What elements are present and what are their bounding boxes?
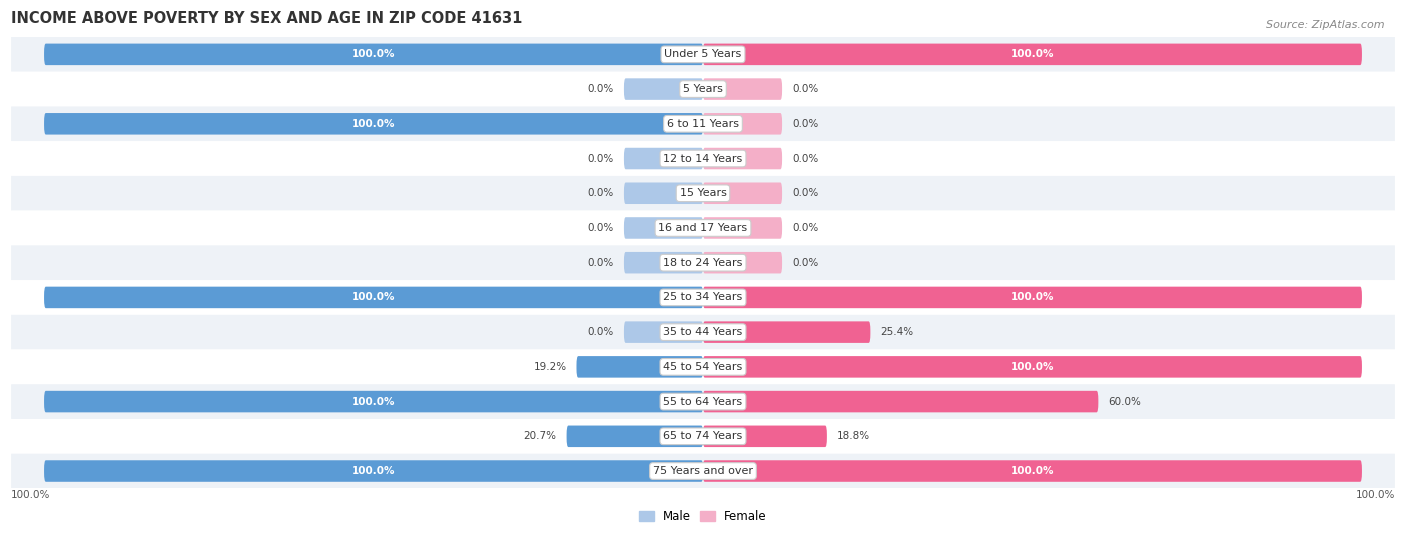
Text: 18.8%: 18.8% bbox=[837, 432, 870, 441]
FancyBboxPatch shape bbox=[703, 287, 1362, 308]
FancyBboxPatch shape bbox=[703, 460, 1362, 482]
Text: 100.0%: 100.0% bbox=[352, 119, 395, 129]
FancyBboxPatch shape bbox=[703, 113, 782, 135]
Text: 55 to 64 Years: 55 to 64 Years bbox=[664, 396, 742, 406]
FancyBboxPatch shape bbox=[44, 113, 703, 135]
Text: 100.0%: 100.0% bbox=[352, 396, 395, 406]
Text: 100.0%: 100.0% bbox=[352, 49, 395, 59]
Text: 15 Years: 15 Years bbox=[679, 188, 727, 198]
Text: Source: ZipAtlas.com: Source: ZipAtlas.com bbox=[1267, 20, 1385, 30]
FancyBboxPatch shape bbox=[44, 391, 703, 413]
FancyBboxPatch shape bbox=[624, 252, 703, 273]
Text: 20.7%: 20.7% bbox=[523, 432, 557, 441]
FancyBboxPatch shape bbox=[624, 78, 703, 100]
Text: 0.0%: 0.0% bbox=[792, 188, 818, 198]
FancyBboxPatch shape bbox=[703, 425, 827, 447]
FancyBboxPatch shape bbox=[11, 141, 1395, 176]
Legend: Male, Female: Male, Female bbox=[634, 505, 772, 528]
Text: 0.0%: 0.0% bbox=[588, 258, 614, 268]
FancyBboxPatch shape bbox=[624, 321, 703, 343]
Text: 100.0%: 100.0% bbox=[352, 292, 395, 302]
FancyBboxPatch shape bbox=[703, 78, 782, 100]
Text: 100.0%: 100.0% bbox=[1011, 466, 1054, 476]
Text: 100.0%: 100.0% bbox=[1011, 292, 1054, 302]
FancyBboxPatch shape bbox=[624, 148, 703, 169]
Text: 12 to 14 Years: 12 to 14 Years bbox=[664, 154, 742, 164]
FancyBboxPatch shape bbox=[44, 287, 703, 308]
FancyBboxPatch shape bbox=[703, 321, 870, 343]
Text: 19.2%: 19.2% bbox=[533, 362, 567, 372]
FancyBboxPatch shape bbox=[567, 425, 703, 447]
Text: Under 5 Years: Under 5 Years bbox=[665, 49, 741, 59]
FancyBboxPatch shape bbox=[703, 148, 782, 169]
FancyBboxPatch shape bbox=[44, 460, 703, 482]
FancyBboxPatch shape bbox=[11, 315, 1395, 349]
Text: 100.0%: 100.0% bbox=[11, 490, 51, 500]
FancyBboxPatch shape bbox=[44, 44, 703, 65]
Text: 60.0%: 60.0% bbox=[1108, 396, 1142, 406]
FancyBboxPatch shape bbox=[703, 252, 782, 273]
FancyBboxPatch shape bbox=[11, 211, 1395, 245]
Text: 0.0%: 0.0% bbox=[792, 119, 818, 129]
FancyBboxPatch shape bbox=[11, 384, 1395, 419]
Text: 75 Years and over: 75 Years and over bbox=[652, 466, 754, 476]
Text: 5 Years: 5 Years bbox=[683, 84, 723, 94]
Text: 65 to 74 Years: 65 to 74 Years bbox=[664, 432, 742, 441]
Text: 100.0%: 100.0% bbox=[1355, 490, 1395, 500]
Text: 100.0%: 100.0% bbox=[352, 466, 395, 476]
FancyBboxPatch shape bbox=[11, 280, 1395, 315]
FancyBboxPatch shape bbox=[11, 72, 1395, 106]
FancyBboxPatch shape bbox=[624, 217, 703, 239]
FancyBboxPatch shape bbox=[11, 245, 1395, 280]
Text: 100.0%: 100.0% bbox=[1011, 362, 1054, 372]
Text: 16 and 17 Years: 16 and 17 Years bbox=[658, 223, 748, 233]
FancyBboxPatch shape bbox=[11, 106, 1395, 141]
Text: 0.0%: 0.0% bbox=[588, 154, 614, 164]
Text: 0.0%: 0.0% bbox=[588, 84, 614, 94]
FancyBboxPatch shape bbox=[11, 349, 1395, 384]
FancyBboxPatch shape bbox=[703, 391, 1098, 413]
FancyBboxPatch shape bbox=[703, 182, 782, 204]
Text: 0.0%: 0.0% bbox=[792, 154, 818, 164]
Text: 45 to 54 Years: 45 to 54 Years bbox=[664, 362, 742, 372]
FancyBboxPatch shape bbox=[11, 454, 1395, 489]
Text: 0.0%: 0.0% bbox=[588, 327, 614, 337]
Text: 6 to 11 Years: 6 to 11 Years bbox=[666, 119, 740, 129]
FancyBboxPatch shape bbox=[11, 419, 1395, 454]
Text: 0.0%: 0.0% bbox=[792, 258, 818, 268]
FancyBboxPatch shape bbox=[624, 182, 703, 204]
FancyBboxPatch shape bbox=[703, 356, 1362, 378]
Text: 35 to 44 Years: 35 to 44 Years bbox=[664, 327, 742, 337]
FancyBboxPatch shape bbox=[576, 356, 703, 378]
Text: 25.4%: 25.4% bbox=[880, 327, 914, 337]
Text: 0.0%: 0.0% bbox=[792, 223, 818, 233]
Text: 0.0%: 0.0% bbox=[588, 223, 614, 233]
FancyBboxPatch shape bbox=[11, 37, 1395, 72]
FancyBboxPatch shape bbox=[703, 44, 1362, 65]
FancyBboxPatch shape bbox=[11, 176, 1395, 211]
Text: 0.0%: 0.0% bbox=[588, 188, 614, 198]
FancyBboxPatch shape bbox=[703, 217, 782, 239]
Text: 18 to 24 Years: 18 to 24 Years bbox=[664, 258, 742, 268]
Text: INCOME ABOVE POVERTY BY SEX AND AGE IN ZIP CODE 41631: INCOME ABOVE POVERTY BY SEX AND AGE IN Z… bbox=[11, 11, 523, 26]
Text: 25 to 34 Years: 25 to 34 Years bbox=[664, 292, 742, 302]
Text: 100.0%: 100.0% bbox=[1011, 49, 1054, 59]
Text: 0.0%: 0.0% bbox=[792, 84, 818, 94]
